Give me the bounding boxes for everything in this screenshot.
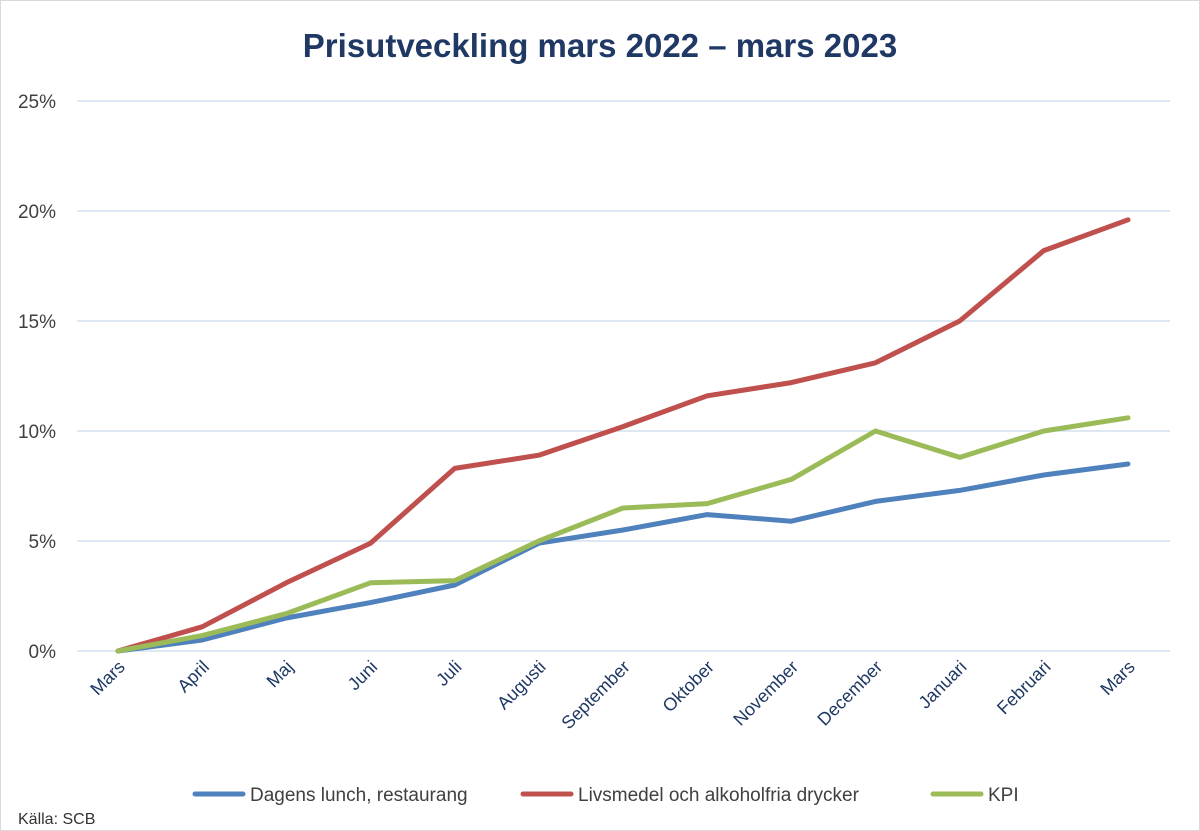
y-tick-label: 25%	[18, 92, 56, 113]
series-line-2	[115, 217, 1131, 654]
y-tick-label: 0%	[29, 642, 57, 663]
series-line-1	[115, 461, 1131, 654]
x-tick-label: Januari	[915, 657, 971, 713]
source-note: Källa: SCB	[18, 811, 95, 828]
y-tick-label: 15%	[18, 312, 56, 333]
chart-title: Prisutveckling mars 2022 – mars 2023	[303, 27, 897, 64]
x-tick-label: September	[557, 657, 633, 733]
x-tick-label: Mars	[1096, 657, 1138, 699]
x-axis-ticks: Mars April Maj Juni Juli Augusti September Okto…	[86, 657, 1138, 733]
y-tick-label: 5%	[29, 532, 57, 553]
y-tick-label: 10%	[18, 422, 56, 443]
gridlines	[77, 100, 1170, 652]
x-tick-label: Februari	[993, 657, 1055, 719]
y-axis-ticks: 0% 5% 10% 15% 20% 25%	[18, 92, 56, 663]
series-line-3	[115, 415, 1131, 654]
x-tick-label: Juni	[344, 657, 381, 694]
x-tick-label: Augusti	[493, 657, 550, 714]
legend-label: KPI	[988, 785, 1019, 806]
legend-label: Livsmedel och alkoholfria drycker	[578, 785, 860, 806]
x-tick-label: April	[173, 657, 213, 697]
x-tick-label: Juli	[432, 657, 465, 690]
x-tick-label: December	[813, 657, 886, 730]
series-lines	[115, 217, 1131, 654]
x-tick-label: Oktober	[659, 657, 718, 716]
legend: Dagens lunch, restaurang Livsmedel och al…	[192, 785, 1019, 806]
y-tick-label: 20%	[18, 202, 56, 223]
x-tick-label: November	[729, 657, 802, 730]
x-tick-label: Mars	[86, 657, 128, 699]
x-tick-label: Maj	[263, 657, 298, 692]
legend-label: Dagens lunch, restaurang	[250, 785, 468, 806]
